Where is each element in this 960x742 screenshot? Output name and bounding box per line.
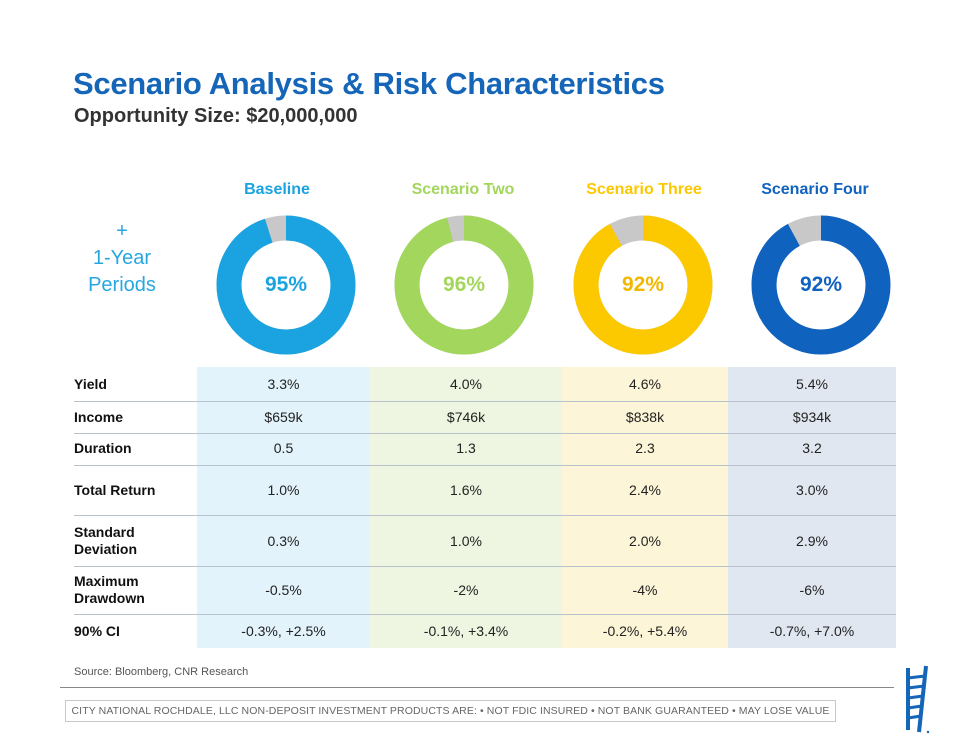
table-cell: 2.9% [796,532,828,549]
table-cell: $934k [792,409,832,425]
row-label-maximum-drawdown: Maximum Drawdown [74,573,145,606]
table-cell: 3.3% [267,376,300,392]
table-cell: -0.2%, +5.4% [602,623,688,639]
scenario-label-baseline: Baseline [244,181,310,198]
donut-percent-label: 92% [799,273,843,296]
table-cell: 1.6% [450,482,482,498]
row-label-yield: Yield [74,375,107,392]
row-divider [74,433,896,434]
row-divider [74,515,896,516]
row-divider [74,566,896,567]
table-cell: 2.4% [629,482,661,498]
period-note-line1: 1-Year [92,247,152,269]
period-note-line2: Periods [88,274,156,296]
table-cell: -4% [632,582,658,598]
donut-chart-scenario-four: 92% [751,215,891,355]
scenario-label-scenario-four: Scenario Four [761,181,869,198]
table-cell: -2% [453,582,479,598]
donut-value-arc [394,215,534,355]
donut-percent-label: 92% [621,273,665,296]
table-cell: -0.7%, +7.0% [769,623,855,639]
table-cell: 2.3 [635,440,655,456]
donut-value-arc [216,215,356,355]
page-subtitle: Opportunity Size: $20,000,000 [74,105,358,127]
donut-chart-scenario-two: 96% [394,215,534,355]
table-cell: 4.0% [450,376,482,392]
table-cell: $746k [446,409,486,425]
table-cell: 3.0% [796,482,828,498]
donut-value-arc [751,215,891,355]
company-logo-icon [904,664,932,734]
footer-divider [60,687,894,688]
donut-chart-scenario-three: 92% [573,215,713,355]
table-cell: 3.2 [802,440,822,456]
row-divider [74,465,896,466]
row-label-90-ci: 90% CI [74,622,120,639]
scenario-label-scenario-three: Scenario Three [586,181,702,198]
table-cell: $838k [625,409,665,425]
plus-sign: + [116,220,128,242]
period-note: + 1-Year Periods [72,218,172,299]
table-cell: -0.1%, +3.4% [423,623,509,639]
table-cell: 2.0% [629,532,661,549]
row-divider [74,401,896,402]
donut-chart-baseline: 95% [216,215,356,355]
table-cell: -0.3%, +2.5% [241,623,326,639]
donut-value-arc [573,215,713,355]
row-label-total-return: Total Return [74,481,156,498]
page-title: Scenario Analysis & Risk Characteristics [73,66,665,101]
table-cell: 1.0% [267,482,300,498]
table-cell: $659k [264,409,303,425]
table-cell: -6% [799,582,825,598]
column-bg-scenario-three [562,367,728,648]
disclaimer-box: CITY NATIONAL ROCHDALE, LLC NON-DEPOSIT … [65,700,836,722]
row-label-duration: Duration [74,439,132,456]
table-cell: 1.3 [456,440,476,456]
table-cell: 0.5 [273,440,294,456]
donut-percent-label: 96% [442,273,486,296]
column-bg-scenario-four [728,367,896,648]
row-label-income: Income [74,408,124,425]
source-note: Source: Bloomberg, CNR Research [74,666,249,678]
column-bg-scenario-two [370,367,562,648]
donut-percent-label: 95% [264,273,308,296]
column-bg-baseline [197,367,370,648]
scenario-label-scenario-two: Scenario Two [411,181,515,198]
table-cell: -0.5% [265,582,302,598]
table-cell: 4.6% [629,376,661,392]
row-divider [74,614,896,615]
row-label-standard-deviation: Standard Deviation [74,523,138,557]
table-cell: 0.3% [267,532,300,549]
table-cell: 1.0% [450,532,482,549]
table-cell: 5.4% [796,376,828,392]
